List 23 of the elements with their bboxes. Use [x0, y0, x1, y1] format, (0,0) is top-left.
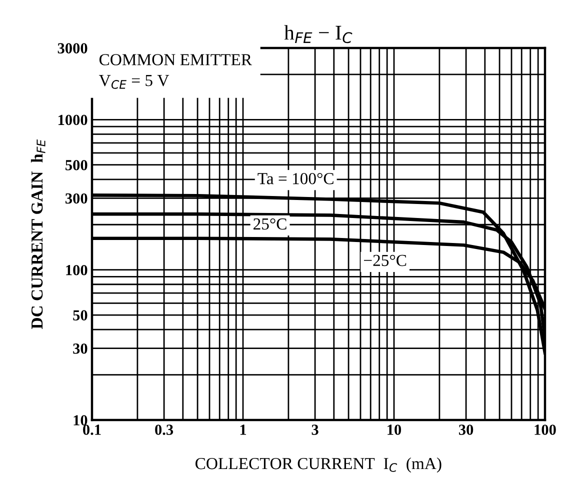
x-tick-label: 0.3: [155, 424, 174, 435]
y-tick-label: 3000: [58, 43, 88, 54]
y-tick-label: 30: [73, 343, 88, 354]
x-tick-label: 3: [312, 424, 318, 435]
x-axis-title: COLLECTOR CURRENT I$_{C}$ (mA): [196, 457, 442, 473]
x-tick-label: 10: [388, 424, 402, 435]
chart-title: h$_{FE}$ − I$_{C}$: [284, 25, 352, 44]
series-label: 25°C: [254, 218, 286, 230]
series-label: Ta = 100°C: [258, 172, 334, 184]
y-axis-title: DC CURRENT GAIN h$_{FE}$: [30, 139, 46, 329]
y-tick-label: 1000: [58, 114, 88, 126]
x-tick-label: 0.1: [83, 424, 101, 435]
annotation: COMMON EMITTER: [99, 54, 252, 66]
y-tick-label: 100: [66, 264, 88, 276]
x-tick-label: 1: [240, 424, 246, 435]
y-tick-label: 300: [65, 193, 88, 204]
x-tick-label: 30: [458, 424, 474, 435]
y-tick-label: 50: [73, 310, 88, 320]
y-tick-label: 500: [66, 160, 88, 170]
annotation: V$_{CE}$ = 5 V: [98, 75, 170, 89]
series-label: −25°C: [364, 254, 406, 266]
x-tick-label: 100: [534, 424, 556, 435]
y-tick-label: 10: [74, 415, 88, 426]
